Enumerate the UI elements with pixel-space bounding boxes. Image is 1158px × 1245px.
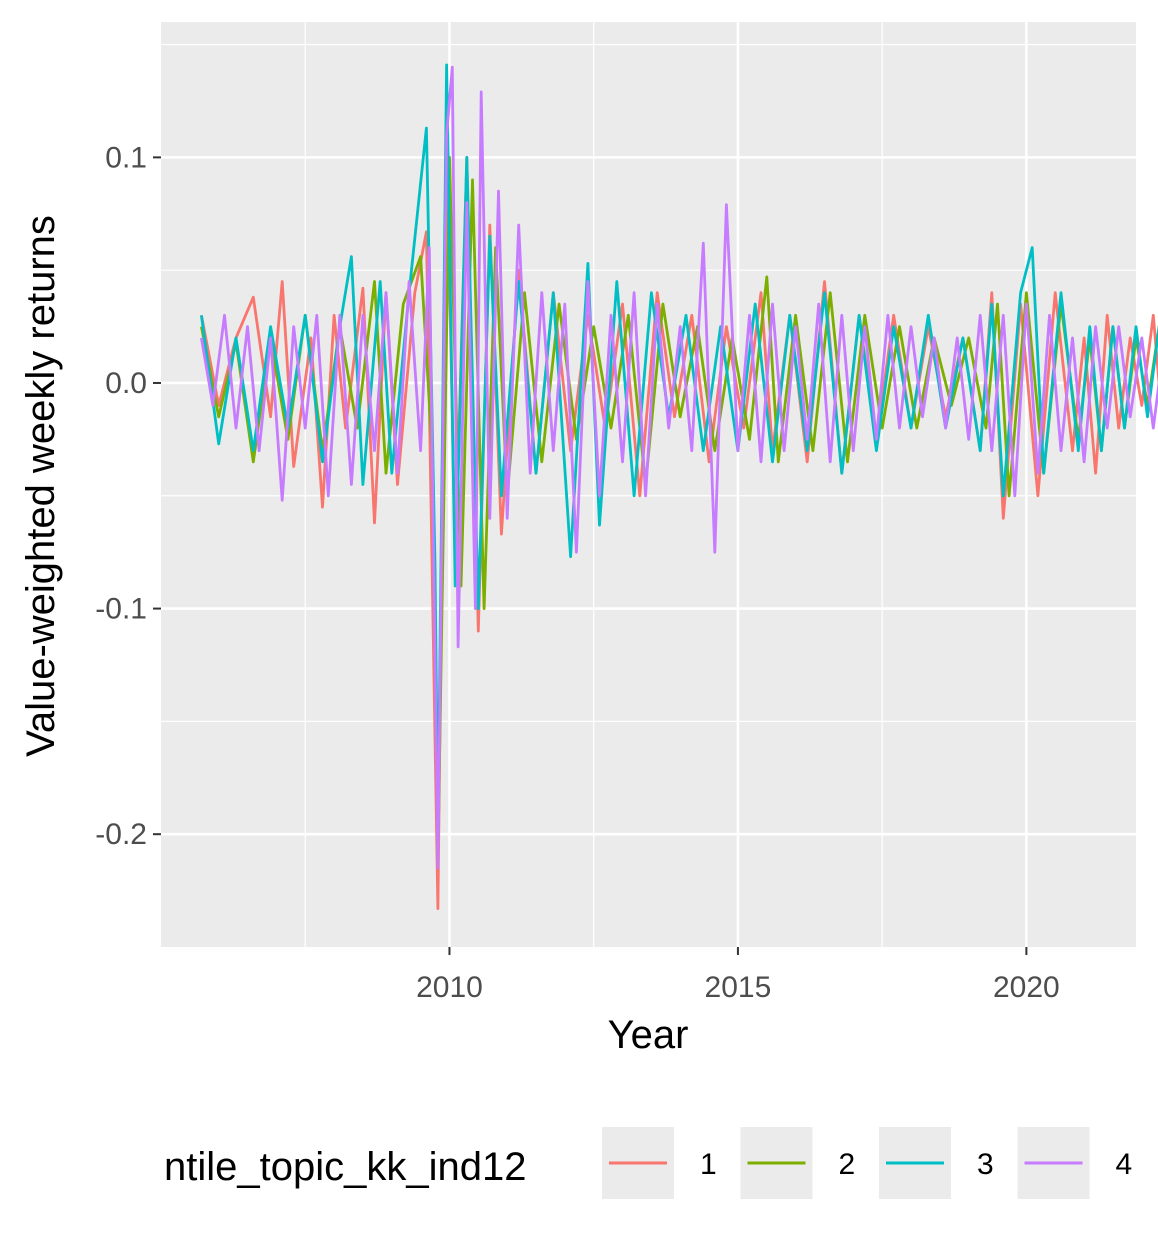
legend-label-3: 3 bbox=[977, 1148, 994, 1181]
y-tick-label-3: -0.2 bbox=[95, 818, 147, 851]
x-axis-title: Year bbox=[608, 1013, 689, 1057]
plot-panel bbox=[161, 22, 1136, 947]
x-tick-label-0: 2010 bbox=[416, 971, 483, 1004]
y-tick-label-0: 0.1 bbox=[105, 141, 147, 174]
series-lines bbox=[200, 63, 1158, 910]
series-line-4 bbox=[200, 65, 1158, 870]
legend: ntile_topic_kk_ind12 1 2 3 4 bbox=[164, 1127, 1132, 1199]
y-axis: 0.1 0.0 -0.1 -0.2 bbox=[95, 141, 161, 851]
y-tick-label-2: -0.1 bbox=[95, 593, 147, 626]
x-axis: 2010 2015 2020 bbox=[416, 947, 1060, 1004]
y-tick-label-1: 0.0 bbox=[105, 367, 147, 400]
legend-title: ntile_topic_kk_ind12 bbox=[164, 1145, 526, 1189]
y-axis-title: Value-weighted weekly returns bbox=[19, 215, 63, 757]
legend-label-2: 2 bbox=[839, 1148, 856, 1181]
x-tick-label-2: 2020 bbox=[993, 971, 1060, 1004]
legend-label-1: 1 bbox=[700, 1148, 717, 1181]
legend-label-4: 4 bbox=[1116, 1148, 1133, 1181]
x-tick-label-1: 2015 bbox=[705, 971, 772, 1004]
